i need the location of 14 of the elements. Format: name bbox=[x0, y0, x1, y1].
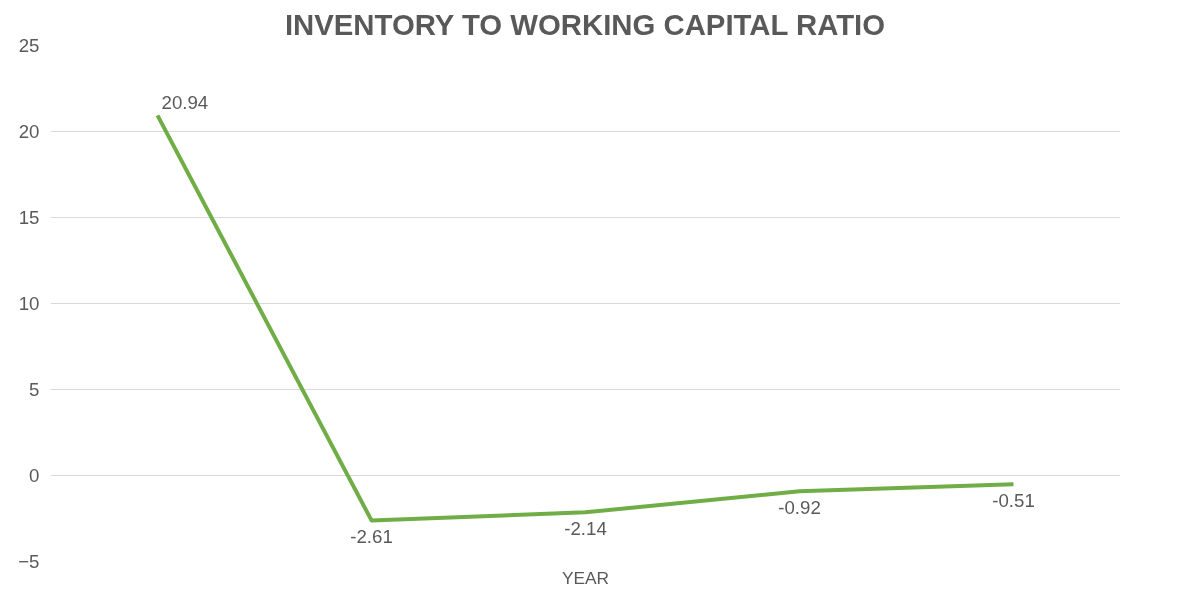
y-tick-label: 15 bbox=[18, 207, 40, 228]
data-label: -0.51 bbox=[992, 490, 1035, 512]
x-axis-title: YEAR bbox=[561, 567, 610, 588]
y-tick-label: 0 bbox=[29, 465, 40, 486]
y-tick-label: 5 bbox=[29, 379, 40, 400]
data-label: 20.94 bbox=[161, 92, 209, 114]
data-label: -0.92 bbox=[778, 497, 821, 519]
y-tick-label: −5 bbox=[18, 551, 40, 572]
chart-title: INVENTORY TO WORKING CAPITAL RATIO bbox=[284, 7, 886, 41]
y-tick-label: 20 bbox=[18, 121, 40, 142]
data-label: -2.61 bbox=[350, 526, 393, 548]
y-tick-label: 25 bbox=[18, 35, 40, 56]
y-tick-label: 10 bbox=[18, 293, 40, 314]
data-label: -2.14 bbox=[564, 518, 607, 540]
